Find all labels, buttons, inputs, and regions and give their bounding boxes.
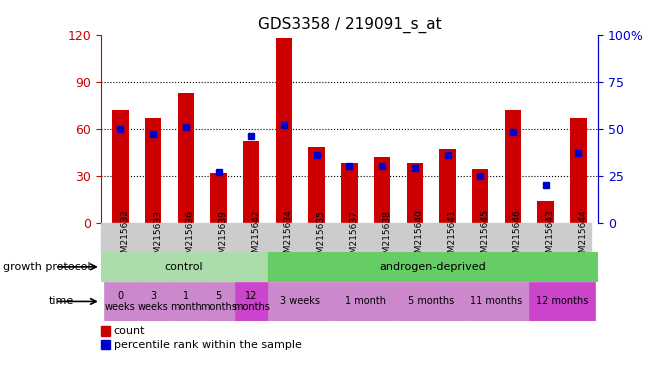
Text: 3 weeks: 3 weeks	[280, 296, 320, 306]
Text: GSM215646: GSM215646	[513, 210, 522, 265]
Text: 5 months: 5 months	[408, 296, 454, 306]
Bar	[170, 282, 202, 321]
Bar	[529, 282, 595, 321]
Bar	[538, 201, 554, 223]
Text: GSM215642: GSM215642	[252, 210, 260, 265]
Text: 12 months: 12 months	[536, 296, 588, 306]
Bar	[101, 252, 268, 282]
Bar	[398, 282, 464, 321]
Text: 12
months: 12 months	[233, 291, 270, 312]
Text: GSM215640: GSM215640	[415, 210, 424, 265]
Text: 0
weeks: 0 weeks	[105, 291, 136, 312]
Bar	[374, 157, 390, 223]
Bar	[472, 169, 488, 223]
Bar	[104, 282, 136, 321]
Bar	[112, 110, 129, 223]
Bar	[341, 163, 358, 223]
Bar	[268, 282, 333, 321]
Text: GSM215639: GSM215639	[218, 210, 227, 265]
Text: 5
months: 5 months	[200, 291, 237, 312]
Text: growth protocol: growth protocol	[3, 262, 91, 272]
Text: GSM215643: GSM215643	[545, 210, 554, 265]
Text: GSM215638: GSM215638	[382, 210, 391, 265]
Bar	[570, 118, 586, 223]
Text: GSM215633: GSM215633	[153, 210, 162, 265]
Bar	[211, 172, 227, 223]
Bar	[202, 282, 235, 321]
Bar	[235, 282, 268, 321]
Text: 1
month: 1 month	[170, 291, 202, 312]
Bar	[464, 282, 529, 321]
Text: percentile rank within the sample: percentile rank within the sample	[114, 340, 302, 350]
Text: GSM215632: GSM215632	[120, 210, 129, 265]
Bar	[333, 282, 398, 321]
Bar	[243, 141, 259, 223]
Title: GDS3358 / 219091_s_at: GDS3358 / 219091_s_at	[257, 17, 441, 33]
Text: control: control	[165, 262, 203, 272]
Text: GSM215641: GSM215641	[447, 210, 456, 265]
Bar	[505, 110, 521, 223]
Text: 1 month: 1 month	[345, 296, 386, 306]
Text: GSM215636: GSM215636	[186, 210, 195, 265]
Text: 3
weeks: 3 weeks	[138, 291, 168, 312]
Text: count: count	[114, 326, 145, 336]
Bar	[276, 38, 292, 223]
Bar	[145, 118, 161, 223]
Bar	[407, 163, 423, 223]
Text: GSM215645: GSM215645	[480, 210, 489, 265]
Text: GSM215635: GSM215635	[317, 210, 326, 265]
Bar	[136, 282, 170, 321]
Text: GSM215637: GSM215637	[350, 210, 358, 265]
Bar	[439, 149, 456, 223]
Text: time: time	[49, 296, 74, 306]
Text: GSM215634: GSM215634	[284, 210, 293, 265]
Text: GSM215644: GSM215644	[578, 210, 588, 265]
Text: androgen-deprived: androgen-deprived	[380, 262, 486, 272]
Bar	[268, 252, 598, 282]
Bar	[309, 147, 325, 223]
Text: 11 months: 11 months	[471, 296, 523, 306]
Bar	[177, 93, 194, 223]
